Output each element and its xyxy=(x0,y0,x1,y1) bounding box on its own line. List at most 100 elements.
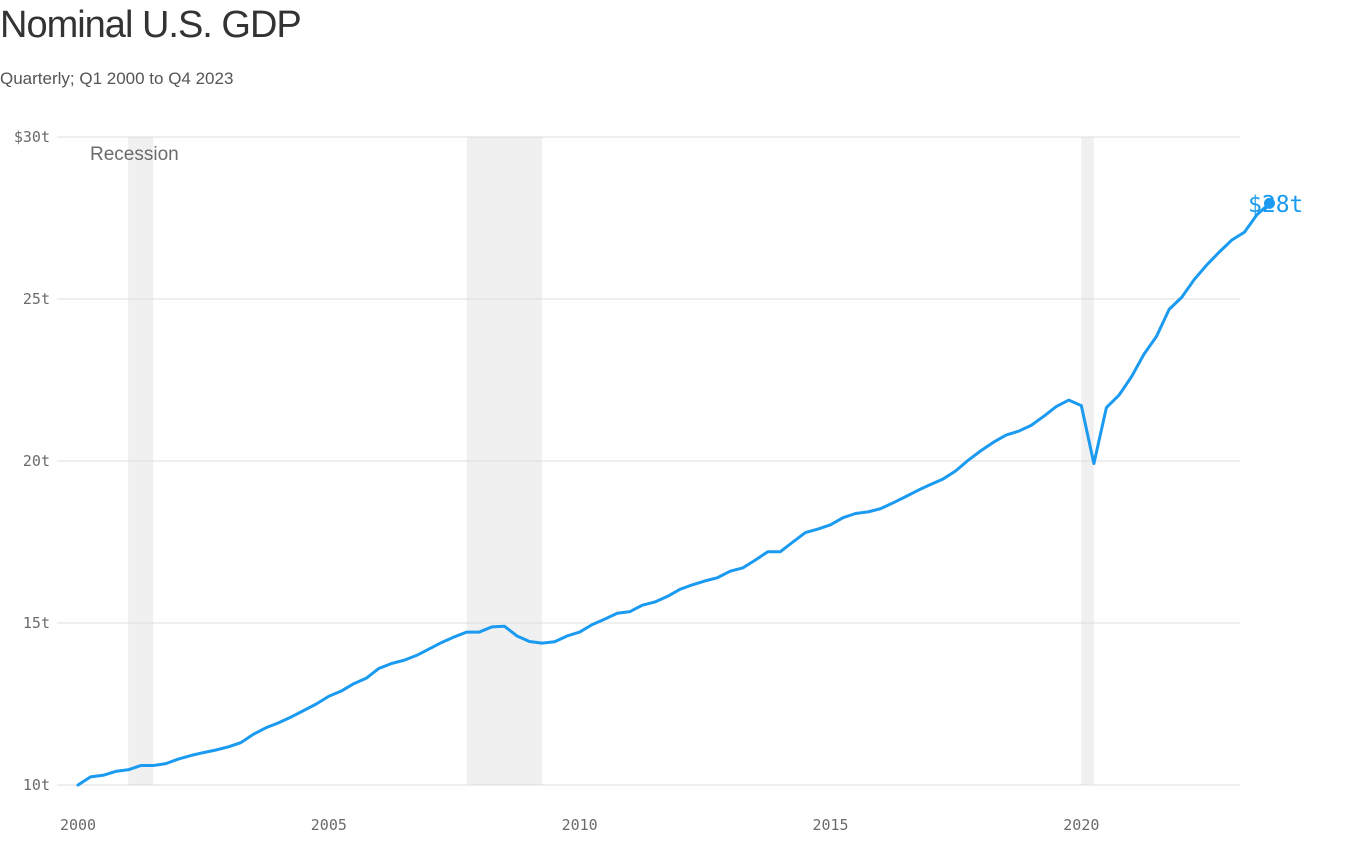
data-point-2019 xyxy=(1030,424,1033,427)
y-tick-label-20: 20t xyxy=(23,452,50,470)
data-point-2000.75 xyxy=(114,770,117,773)
data-point-2011.5 xyxy=(653,600,656,603)
data-point-2008.5 xyxy=(503,625,506,628)
data-point-2013.25 xyxy=(741,566,744,569)
data-point-2018.25 xyxy=(992,441,995,444)
data-point-2001.25 xyxy=(139,764,142,767)
data-point-2009 xyxy=(528,640,531,643)
data-point-2020.25 xyxy=(1092,462,1095,465)
data-point-2011.75 xyxy=(666,595,669,598)
data-point-2019.75 xyxy=(1067,399,1070,402)
data-point-2003.5 xyxy=(252,733,255,736)
data-point-2002.25 xyxy=(189,754,192,757)
data-point-2006 xyxy=(378,667,381,670)
data-point-2020 xyxy=(1080,404,1083,407)
data-point-2014 xyxy=(779,550,782,553)
data-point-2000 xyxy=(77,784,80,787)
x-tick-label-2005: 2005 xyxy=(311,816,347,834)
data-point-2007.5 xyxy=(453,635,456,638)
data-point-2012 xyxy=(679,588,682,591)
data-point-2010 xyxy=(578,631,581,634)
chart-subtitle: Quarterly; Q1 2000 to Q4 2023 xyxy=(0,69,234,88)
end-point-marker xyxy=(1263,197,1275,209)
data-point-2015.75 xyxy=(867,510,870,513)
series-line-1 xyxy=(76,201,1271,787)
y-tick-label-10: 10t xyxy=(23,776,50,794)
data-point-2017.5 xyxy=(954,469,957,472)
data-point-2021.25 xyxy=(1143,353,1146,356)
data-point-2011 xyxy=(628,610,631,613)
data-point-2016.75 xyxy=(917,489,920,492)
data-point-2015.5 xyxy=(854,512,857,515)
data-point-2019.5 xyxy=(1055,405,1058,408)
data-point-2002 xyxy=(177,758,180,761)
data-point-2004.5 xyxy=(302,709,305,712)
data-point-2018.5 xyxy=(1005,434,1008,437)
data-point-2008.25 xyxy=(490,625,493,628)
data-point-2021.75 xyxy=(1168,308,1171,311)
series-layer xyxy=(76,197,1275,787)
data-point-2018 xyxy=(980,449,983,452)
data-point-2013.5 xyxy=(754,559,757,562)
data-point-2017 xyxy=(929,483,932,486)
data-point-2008.75 xyxy=(515,634,518,637)
data-point-2008 xyxy=(478,631,481,634)
x-tick-label-2010: 2010 xyxy=(562,816,598,834)
chart-title: Nominal U.S. GDP xyxy=(0,4,302,46)
y-tick-label-25: 25t xyxy=(23,290,50,308)
data-point-2002.5 xyxy=(202,751,205,754)
data-point-2003.75 xyxy=(265,726,268,729)
data-point-2012.5 xyxy=(704,579,707,582)
data-point-2017.75 xyxy=(967,459,970,462)
y-tick-label-15: 15t xyxy=(23,614,50,632)
data-point-2011.25 xyxy=(641,604,644,607)
data-point-2004 xyxy=(277,721,280,724)
end-value-label: $28t xyxy=(1248,192,1303,218)
data-point-2015 xyxy=(829,523,832,526)
data-point-2000.25 xyxy=(89,775,92,778)
x-tick-label-2000: 2000 xyxy=(60,816,96,834)
data-point-2010.25 xyxy=(591,623,594,626)
data-point-2003 xyxy=(227,745,230,748)
data-point-2000.5 xyxy=(102,774,105,777)
data-point-2005.75 xyxy=(365,677,368,680)
data-point-2021 xyxy=(1130,375,1133,378)
data-point-2013 xyxy=(729,570,732,573)
data-point-2009.25 xyxy=(541,642,544,645)
data-point-2003.25 xyxy=(240,741,243,744)
data-point-2022.75 xyxy=(1218,251,1221,254)
data-point-2004.25 xyxy=(290,715,293,718)
data-point-2014.5 xyxy=(804,531,807,534)
data-point-2017.25 xyxy=(942,477,945,480)
data-point-2009.5 xyxy=(553,640,556,643)
data-point-2014.25 xyxy=(791,541,794,544)
data-point-2023 xyxy=(1230,239,1233,242)
x-tick-label-2020: 2020 xyxy=(1063,816,1099,834)
data-point-2001.75 xyxy=(164,762,167,765)
data-point-2010.5 xyxy=(603,618,606,621)
data-point-2018.75 xyxy=(1017,430,1020,433)
data-point-2020.5 xyxy=(1105,406,1108,409)
data-point-2004.75 xyxy=(315,703,318,706)
data-point-2012.75 xyxy=(716,576,719,579)
data-point-2010.75 xyxy=(616,612,619,615)
data-point-2007 xyxy=(428,647,431,650)
y-gridlines xyxy=(57,136,1240,786)
data-point-2009.75 xyxy=(566,634,569,637)
data-point-2022.25 xyxy=(1193,278,1196,281)
data-point-2002.75 xyxy=(214,749,217,752)
data-point-2007.25 xyxy=(440,641,443,644)
data-point-2021.5 xyxy=(1155,335,1158,338)
data-point-2005.25 xyxy=(340,690,343,693)
data-point-2013.75 xyxy=(766,550,769,553)
data-point-2015.25 xyxy=(842,516,845,519)
data-point-2006.25 xyxy=(390,662,393,665)
y-tick-label-30: $30t xyxy=(14,128,50,146)
data-point-2019.25 xyxy=(1042,415,1045,418)
data-point-2001.5 xyxy=(152,764,155,767)
data-point-2007.75 xyxy=(465,631,468,634)
data-point-2016.5 xyxy=(904,495,907,498)
data-point-2012.25 xyxy=(691,583,694,586)
data-point-2020.75 xyxy=(1117,394,1120,397)
